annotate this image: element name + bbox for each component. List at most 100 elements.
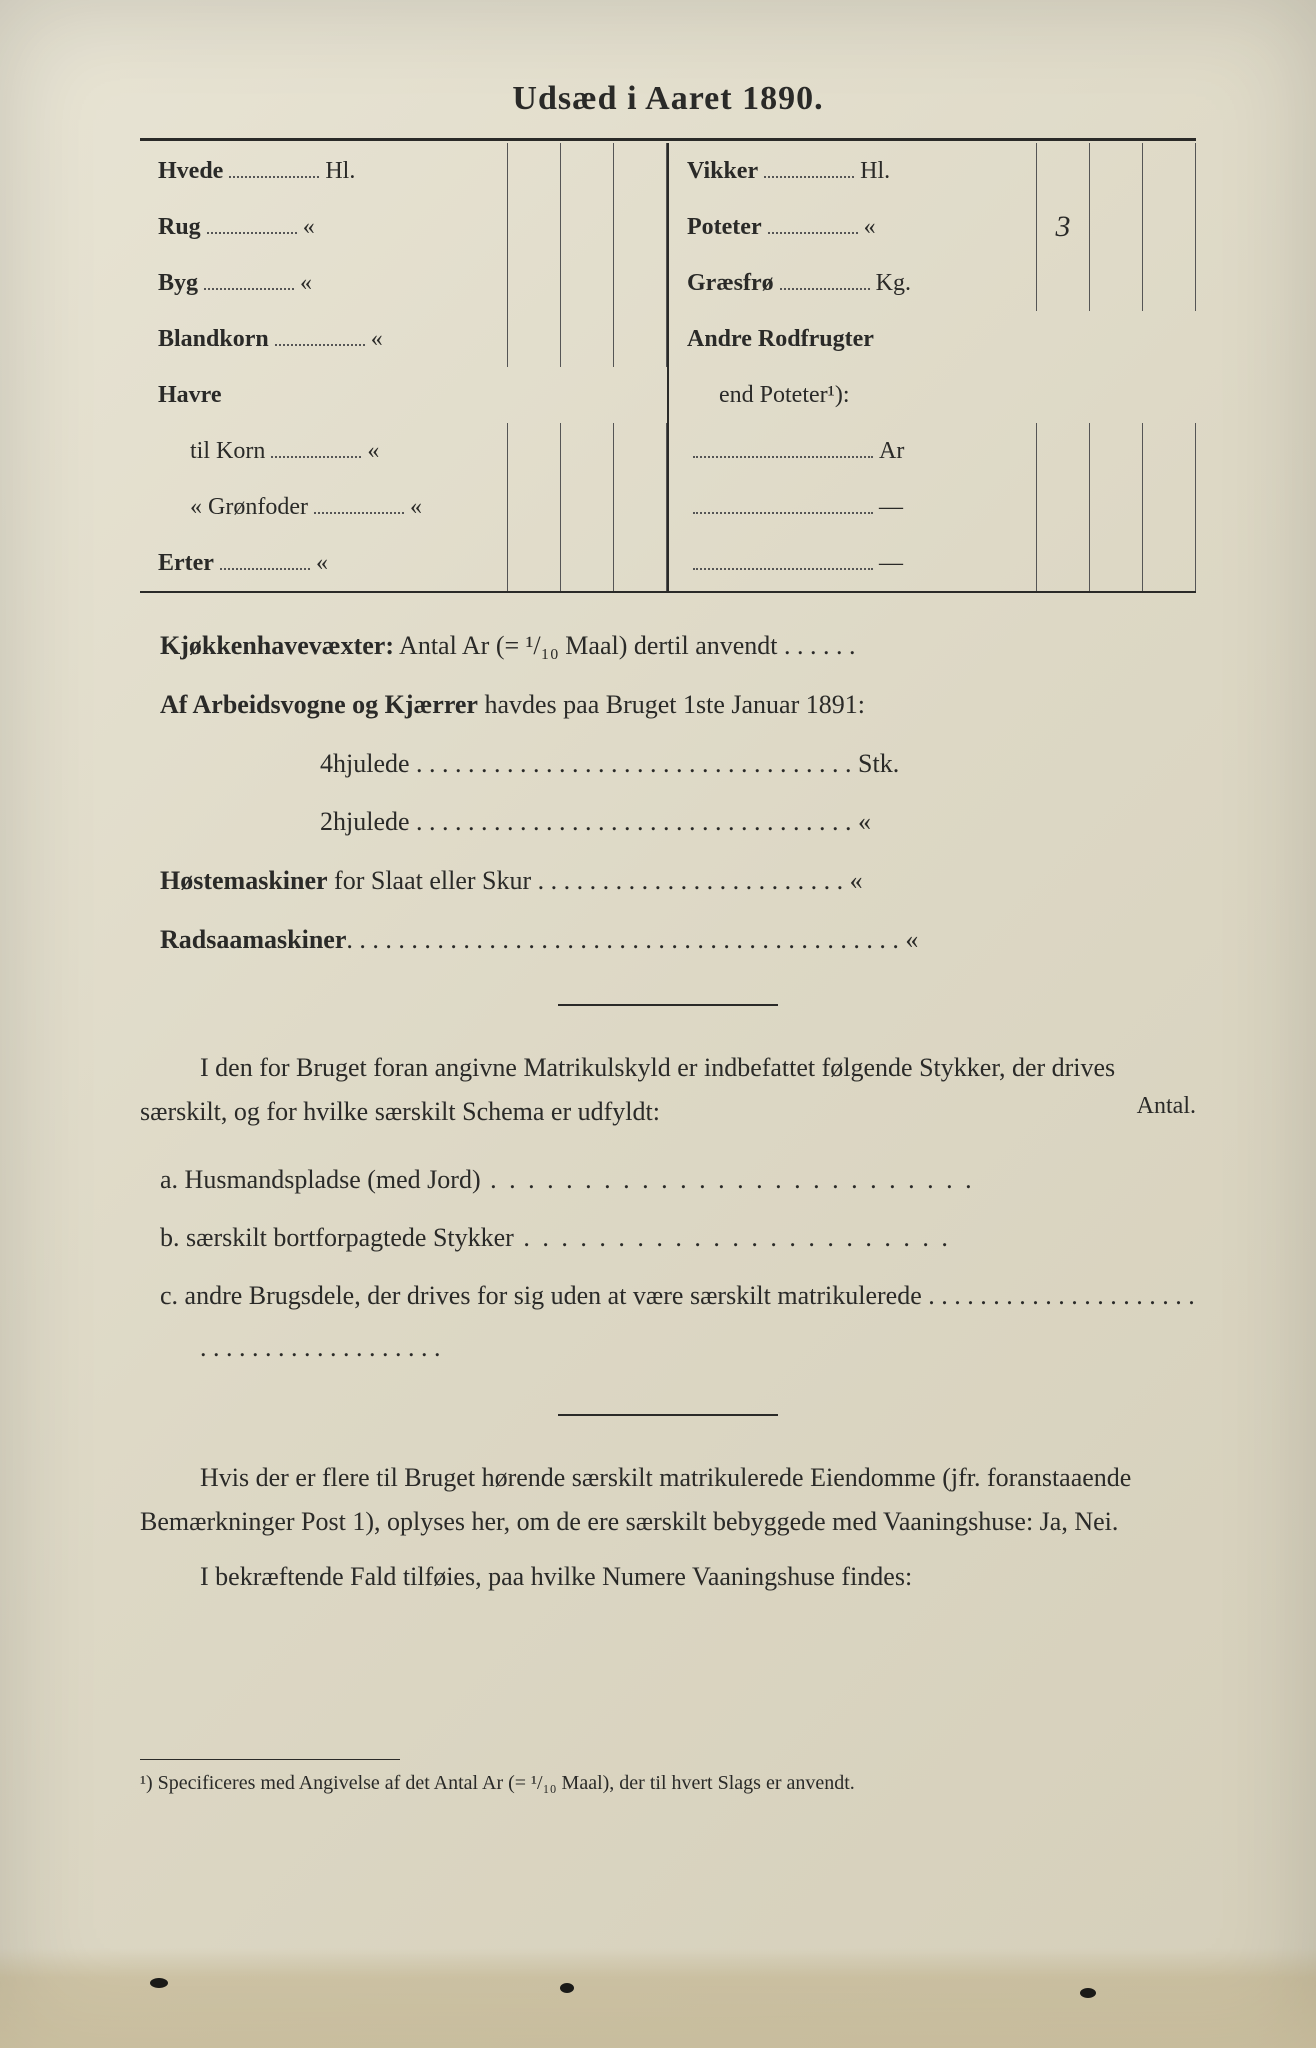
divider-1 (558, 1004, 778, 1006)
seed-label: Poteter« (687, 214, 1036, 241)
vogne-rest: havdes paa Bruget 1ste Januar 1891: (478, 690, 865, 719)
para-vaanings: Hvis der er flere til Bruget hørende sær… (140, 1456, 1196, 1544)
line-rad: Radsaamaskiner. . . . . . . . . . . . . … (160, 917, 1176, 964)
line-vogne: Af Arbeidsvogne og Kjærrer havdes paa Br… (160, 682, 1176, 729)
para2-end: Ja, Nei. (1033, 1507, 1118, 1536)
seed-table: HvedeHl.Rug«Byg«Blandkorn«Havretil Korn«… (140, 143, 1196, 593)
seed-cell (613, 199, 667, 255)
seed-row: HvedeHl. (140, 143, 667, 199)
speck (150, 1978, 168, 1988)
seed-cells (507, 199, 667, 255)
para3-a: I bekræftende Fald tilføies, paa (200, 1562, 531, 1591)
vogne-bold: Af Arbeidsvogne og Kjærrer (160, 690, 478, 719)
seed-label: Andre Rodfrugter (687, 326, 1196, 353)
seed-cell (507, 311, 560, 367)
seed-cells (1036, 255, 1196, 311)
seed-cell (560, 311, 613, 367)
seed-cells (507, 143, 667, 199)
seed-cell (1142, 143, 1196, 199)
list-item-b: b. særskilt bortforpagtede Stykker . . .… (140, 1212, 1196, 1264)
seed-cell (1036, 423, 1089, 479)
seed-cell (1142, 423, 1196, 479)
seed-label: VikkerHl. (687, 158, 1036, 185)
seed-row: « Grønfoder« (140, 479, 667, 535)
seed-cell (560, 143, 613, 199)
para2-bold: Vaaningshuse: (883, 1507, 1033, 1536)
speck (1080, 1988, 1096, 1998)
seed-cell (613, 479, 667, 535)
seed-cell (613, 143, 667, 199)
seed-row: Byg« (140, 255, 667, 311)
seed-cell (1089, 199, 1142, 255)
b-bold: særskilt bortforpagtede Stykker (186, 1223, 514, 1252)
seed-cell (507, 255, 560, 311)
line-2hjul: 2hjulede . . . . . . . . . . . . . . . .… (160, 799, 1176, 846)
seed-row: Poteter«3 (669, 199, 1196, 255)
seed-cells (507, 479, 667, 535)
c-bold: andre Brugsdele, (185, 1281, 361, 1310)
page-title: Udsæd i Aaret 1890. (140, 80, 1196, 118)
seed-row: Blandkorn« (140, 311, 667, 367)
rad-bold: Radsaamaskiner (160, 925, 346, 954)
seed-cell (1089, 535, 1142, 591)
b-dots: . . . . . . . . . . . . . . . . . . . . … (514, 1223, 951, 1252)
seed-row: — (669, 535, 1196, 591)
seed-table-left: HvedeHl.Rug«Byg«Blandkorn«Havretil Korn«… (140, 143, 669, 591)
seed-cell (613, 423, 667, 479)
divider-2 (558, 1414, 778, 1416)
seed-label: — (687, 494, 1036, 521)
seed-cell (560, 479, 613, 535)
seed-label: end Poteter¹): (719, 382, 1196, 409)
seed-cell (1089, 479, 1142, 535)
seed-label: GræsfrøKg. (687, 270, 1036, 297)
seed-label: Erter« (158, 550, 507, 577)
seed-row: VikkerHl. (669, 143, 1196, 199)
seed-label: « Grønfoder« (190, 494, 507, 521)
seed-cell (1142, 199, 1196, 255)
c-pre: c. (160, 1281, 185, 1310)
seed-cells: 3 (1036, 199, 1196, 255)
para-matrikul: I den for Bruget foran angivne Matrikuls… (140, 1046, 1196, 1134)
seed-cells (1036, 143, 1196, 199)
seed-cell (507, 143, 560, 199)
seed-row: Andre Rodfrugter (669, 311, 1196, 367)
title-rule (140, 138, 1196, 141)
footnote-rule (140, 1759, 400, 1760)
seed-cell (1036, 535, 1089, 591)
seed-row: til Korn« (140, 423, 667, 479)
seed-label: Byg« (158, 270, 507, 297)
seed-cells (507, 311, 667, 367)
seed-cell (613, 535, 667, 591)
para-numere: I bekræftende Fald tilføies, paa hvilke … (140, 1555, 1196, 1599)
document-page: Udsæd i Aaret 1890. HvedeHl.Rug«Byg«Blan… (0, 0, 1316, 2048)
seed-cell (1142, 535, 1196, 591)
list-item-c: c. andre Brugsdele, der drives for sig u… (140, 1270, 1196, 1374)
b-pre: b. (160, 1223, 186, 1252)
seed-cell (1036, 479, 1089, 535)
footnote: ¹) Specificeres med Angivelse af det Ant… (140, 1768, 1196, 1798)
seed-cell (560, 199, 613, 255)
kjokken-rest: Antal Ar (= ¹/₁₀ Maal) dertil anvendt . … (394, 631, 856, 660)
seed-label: Havre (158, 382, 667, 409)
seed-cells (507, 255, 667, 311)
a-bold: Husmandspladse (med Jord) (185, 1165, 481, 1194)
line-kjokken: Kjøkkenhavevæxter: Antal Ar (= ¹/₁₀ Maal… (160, 623, 1176, 670)
seed-row: — (669, 479, 1196, 535)
seed-cell (1089, 143, 1142, 199)
seed-cell (560, 423, 613, 479)
seed-label: til Korn« (190, 438, 507, 465)
seed-cells (1036, 535, 1196, 591)
seed-cell (1089, 423, 1142, 479)
seed-cell (507, 423, 560, 479)
seed-cell (560, 535, 613, 591)
seed-cell (507, 199, 560, 255)
a-pre: a. (160, 1165, 185, 1194)
seed-table-right: VikkerHl.Poteter«3GræsfrøKg.Andre Rodfru… (669, 143, 1196, 591)
seed-cell (507, 535, 560, 591)
seed-cell (560, 255, 613, 311)
paper-stain (0, 1948, 1316, 2048)
seed-cell: 3 (1036, 199, 1089, 255)
seed-cells (507, 423, 667, 479)
seed-label: — (687, 550, 1036, 577)
seed-row: Ar (669, 423, 1196, 479)
